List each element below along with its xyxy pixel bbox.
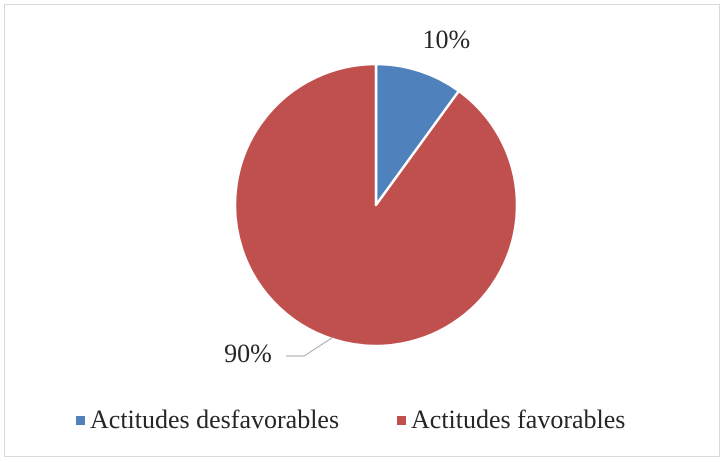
leader-lines	[286, 336, 334, 357]
pie-slice-actitudes-favorables	[233, 62, 519, 348]
data-label-actitudes-favorables: 90%	[224, 339, 272, 368]
pie-slices	[233, 62, 519, 348]
legend-label-actitudes-desfavorables: Actitudes desfavorables	[90, 405, 339, 434]
pie-slice-actitudes-desfavorables	[374, 62, 461, 207]
legend-swatch-actitudes-desfavorables	[76, 416, 85, 425]
leader-line-actitudes-favorables	[286, 336, 334, 357]
data-label-actitudes-desfavorables: 10%	[423, 25, 471, 54]
legend-item-actitudes-desfavorables: Actitudes desfavorables	[76, 405, 339, 434]
data-labels: 10% 90%	[224, 25, 470, 368]
legend-swatch-actitudes-favorables	[397, 416, 406, 425]
legend-item-actitudes-favorables: Actitudes favorables	[397, 405, 625, 434]
legend: Actitudes desfavorables Actitudes favorab…	[76, 405, 625, 434]
legend-label-actitudes-favorables: Actitudes favorables	[411, 405, 625, 434]
